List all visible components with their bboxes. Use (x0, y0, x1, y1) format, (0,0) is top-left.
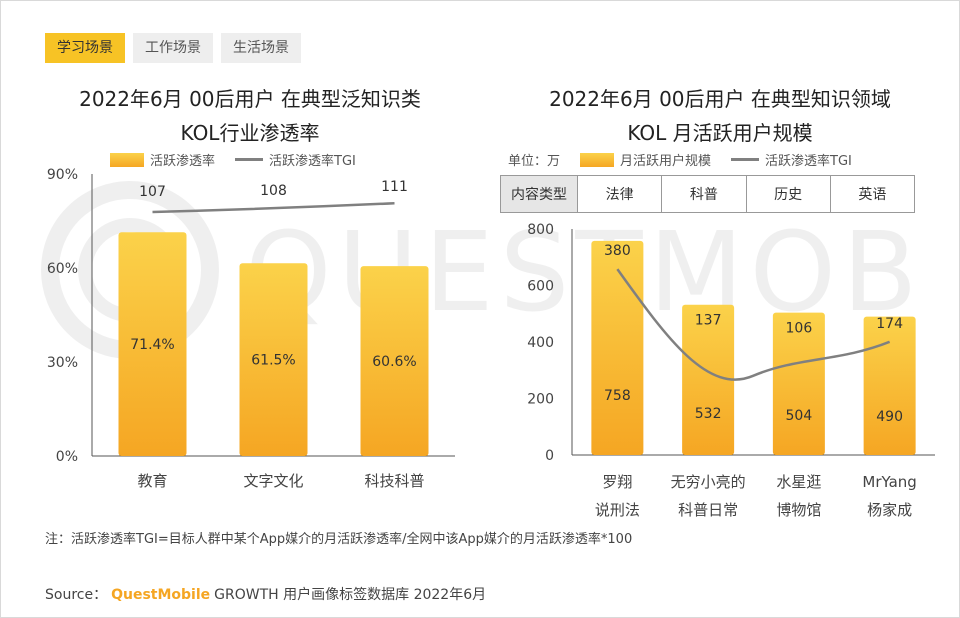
y-tick-label: 200 (527, 392, 554, 408)
legend-bar-label: 月活跃用户规模 (620, 154, 712, 169)
bar-value-label: 490 (876, 409, 903, 425)
x-tick-label: 杨家成 (867, 501, 912, 519)
left-title-line2: KOL行业渗透率 (180, 121, 320, 145)
x-tick-label: 教育 (137, 472, 167, 490)
y-tick-label: 90% (47, 167, 78, 183)
table-header: 内容类型 (501, 176, 577, 212)
table-cell-history: 历史 (745, 176, 830, 212)
tgi-label: 137 (695, 313, 722, 329)
y-tick-label: 400 (527, 335, 554, 351)
x-tick-label: MrYang (862, 473, 916, 491)
source-text: GROWTH 用户画像标签数据库 2022年6月 (214, 587, 487, 603)
y-tick-label: 0 (545, 448, 554, 464)
bar-value-label: 61.5% (251, 353, 295, 369)
right-title-line1: 2022年6月 00后用户 在典型知识领域 (549, 87, 891, 111)
legend-bar-swatch (110, 152, 144, 167)
tgi-line (616, 268, 891, 381)
left-legend: 活跃渗透率 活跃渗透率TGI (110, 150, 356, 169)
left-title-line1: 2022年6月 00后用户 在典型泛知识类 (79, 87, 421, 111)
content-type-table: 内容类型 法律 科普 历史 英语 (500, 175, 915, 213)
tab-study[interactable]: 学习场景 (45, 33, 125, 63)
bar-value-label: 758 (604, 388, 631, 404)
tab-work[interactable]: 工作场景 (133, 33, 213, 63)
unit-label: 单位：万 (508, 154, 561, 169)
scene-tabs: 学习场景 工作场景 生活场景 (45, 33, 301, 63)
y-tick-label: 60% (47, 261, 78, 277)
bar (682, 304, 735, 455)
x-tick-label: 博物馆 (776, 501, 821, 519)
source-line: Source： QuestMobile GROWTH 用户画像标签数据库 202… (45, 584, 486, 604)
source-prefix: Source： (45, 587, 108, 603)
tgi-label: 380 (604, 243, 631, 259)
left-chart-title: 2022年6月 00后用户 在典型泛知识类 KOL行业渗透率 (40, 82, 460, 150)
right-title-line2: KOL 月活跃用户规模 (627, 121, 813, 145)
tab-life[interactable]: 生活场景 (221, 33, 301, 63)
y-tick-label: 30% (47, 355, 78, 371)
legend-bar-label: 活跃渗透率 (150, 154, 216, 169)
tgi-label: 106 (786, 321, 813, 337)
x-tick-label: 罗翔 (602, 473, 632, 491)
x-tick-label: 科普日常 (678, 501, 738, 519)
legend-line-label: 活跃渗透率TGI (765, 154, 852, 169)
bar-value-label: 504 (786, 408, 813, 424)
left-bar-chart: 0% 30% 60% 90% 71.4% 教育 107 61.5% 文字文化 108 60.6% 科技… (47, 167, 455, 490)
table-cell-science: 科普 (661, 176, 745, 212)
legend-bar-swatch (580, 152, 614, 167)
y-tick-label: 800 (527, 222, 554, 238)
x-tick-label: 科技科普 (364, 472, 424, 490)
bar (239, 263, 308, 456)
bar-value-label: 60.6% (372, 354, 416, 370)
y-tick-label: 600 (527, 279, 554, 295)
y-tick-label: 0% (56, 449, 78, 465)
bar (863, 316, 916, 455)
tgi-label: 108 (260, 183, 287, 199)
x-tick-label: 水星逛 (776, 473, 821, 491)
source-brand: QuestMobile (111, 587, 211, 603)
bar-value-label: 532 (695, 406, 722, 422)
x-tick-label: 说刑法 (595, 501, 640, 519)
legend-line-label: 活跃渗透率TGI (269, 154, 356, 169)
bar (591, 240, 644, 455)
legend-line-swatch (235, 158, 264, 161)
bar (772, 312, 825, 455)
footnote: 注：活跃渗透率TGI=目标人群中某个App媒介的月活跃渗透率/全网中该App媒介… (45, 532, 633, 547)
bar (360, 266, 429, 456)
table-cell-law: 法律 (577, 176, 661, 212)
right-chart-title: 2022年6月 00后用户 在典型知识领域 KOL 月活跃用户规模 (510, 82, 930, 150)
table-cell-english: 英语 (829, 176, 914, 212)
legend-line-swatch (731, 158, 760, 161)
tgi-line (152, 201, 395, 214)
bar (118, 232, 187, 456)
right-legend: 月活跃用户规模 活跃渗透率TGI (580, 150, 852, 169)
tgi-label: 111 (381, 179, 408, 195)
tgi-label: 107 (139, 184, 166, 200)
x-tick-label: 文字文化 (243, 472, 303, 490)
x-tick-label: 无穷小亮的 (671, 473, 746, 491)
tgi-label: 174 (876, 316, 903, 332)
bar-value-label: 71.4% (130, 337, 174, 353)
